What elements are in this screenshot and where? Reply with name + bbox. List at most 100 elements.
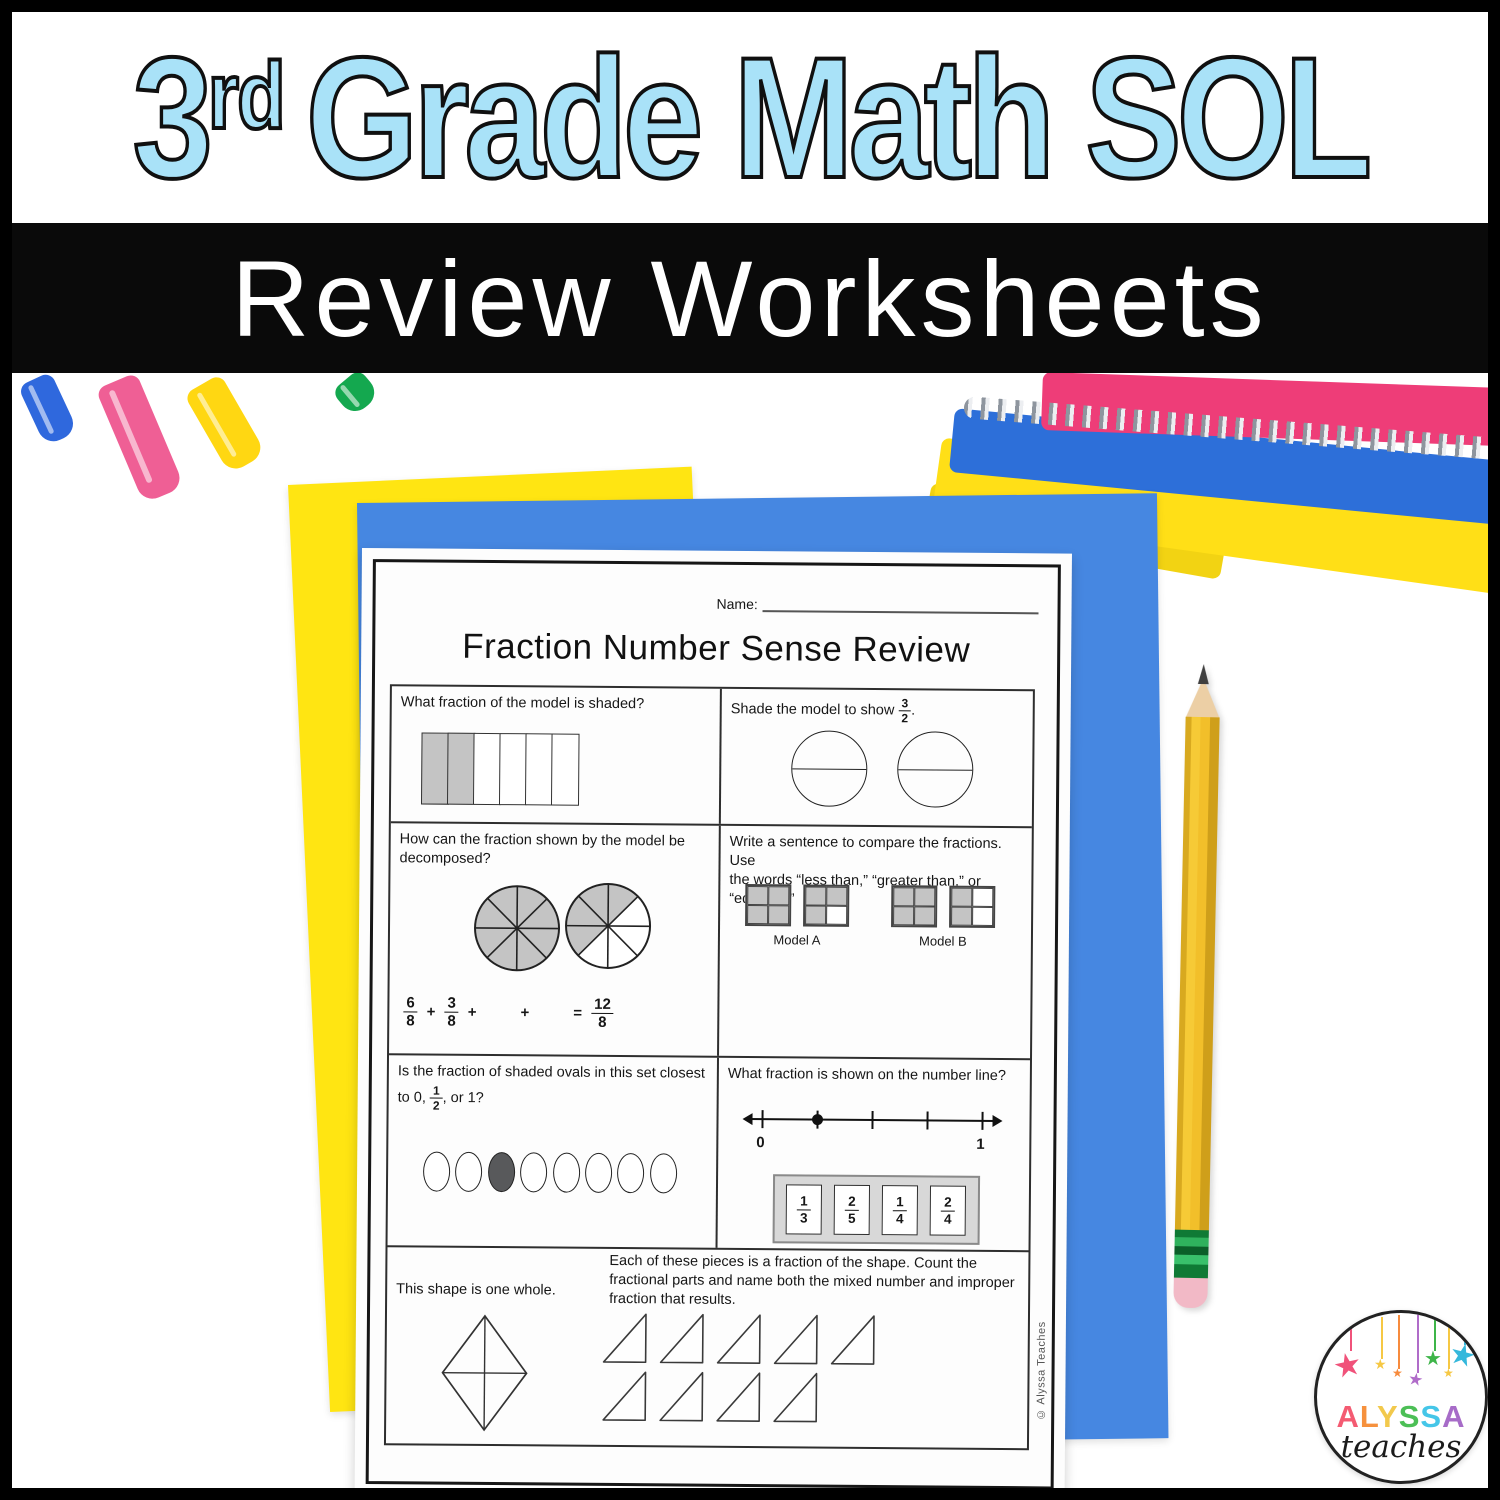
q5-oval-set [422, 1151, 682, 1194]
star-icon: ★ [1392, 1366, 1403, 1380]
grid-row-3: Is the fraction of shaded ovals in this … [387, 1055, 1030, 1253]
oval [617, 1153, 645, 1194]
q5-cell: Is the fraction of shaded ovals in this … [387, 1055, 720, 1248]
star-string [1398, 1315, 1400, 1369]
worksheet-title: Fraction Number Sense Review [462, 626, 971, 670]
pencil-eraser [1173, 1277, 1208, 1309]
name-label: Name: [716, 595, 758, 613]
q7-diamond-whole-shape [441, 1314, 528, 1432]
triangle-piece [773, 1372, 818, 1423]
triangle-piece [773, 1314, 818, 1365]
pencil-lead [1186, 664, 1220, 685]
top-banner: 3rd Grade Math SOL [12, 12, 1488, 223]
marker-cap-green [331, 368, 381, 418]
grid-row-2: How can the fraction shown by the model … [389, 823, 1032, 1061]
logo-name: ALYSSA [1336, 1399, 1466, 1434]
q7-triangle-row-2 [601, 1370, 818, 1424]
star-string [1381, 1317, 1383, 1359]
q1-cell: What fraction of the model is shaded? [390, 686, 722, 824]
q3-pie-partial [565, 882, 652, 969]
subtitle-banner: Review Worksheets [12, 223, 1488, 373]
q7-triangle-row-1 [602, 1312, 876, 1366]
marker-cap-yellow [183, 373, 267, 475]
number-line-one: 1 [976, 1135, 985, 1153]
number-line-zero: 0 [756, 1134, 765, 1152]
q6-cell: What fraction is shown on the number lin… [718, 1058, 1030, 1250]
fraction: 12 8 [591, 996, 614, 1031]
triangle-piece [716, 1314, 761, 1364]
worksheet-page: Name: Fraction Number Sense Review What … [354, 548, 1072, 1488]
oval [584, 1152, 613, 1193]
pencil [1173, 664, 1220, 1309]
oval-shaded [487, 1152, 516, 1193]
cover-subtitle: Review Worksheets [231, 237, 1269, 359]
bar-segment-shaded [420, 732, 450, 805]
star-string [1434, 1317, 1436, 1351]
bar-segment-shaded [446, 732, 476, 805]
star-icon: ★ [1329, 1344, 1366, 1386]
q4-model-a-square-1 [745, 884, 792, 927]
bar-segment [550, 733, 580, 806]
name-row: Name: [717, 594, 1039, 615]
q7-right-text: Each of these pieces is a fraction of th… [609, 1252, 1015, 1308]
bar-segment [472, 732, 502, 806]
q6-number-line [742, 1110, 1003, 1130]
oval [455, 1151, 483, 1192]
model-b-label: Model B [919, 933, 967, 949]
grid-row-4: This shape is one whole. Each of these p… [386, 1247, 1029, 1446]
pencil-ferrule [1173, 1229, 1209, 1279]
oval [552, 1152, 580, 1193]
oval [422, 1151, 451, 1192]
q1-bar-model [420, 732, 580, 806]
cover-title: 3rd Grade Math SOL [131, 19, 1374, 217]
star-icon: ★ [1443, 1366, 1454, 1380]
title-rest: Grade Math SOL [304, 20, 1374, 216]
model-a-label: Model A [773, 932, 821, 948]
q4-model-a-square-2 [803, 884, 850, 927]
marker-cap-pink [95, 372, 185, 504]
q3-cell: How can the fraction shown by the model … [389, 823, 721, 1056]
triangle-piece [830, 1315, 875, 1365]
q7-left-text: This shape is one whole. [396, 1281, 556, 1299]
pencil-body [1174, 716, 1220, 1231]
star-string [1417, 1313, 1419, 1373]
star-icon: ★ [1406, 1368, 1425, 1391]
triangle-piece [602, 1313, 647, 1364]
q3-text: How can the fraction shown by the model … [399, 831, 686, 868]
grid-row-1: What fraction of the model is shaded? Sh… [390, 686, 1033, 829]
q1-text: What fraction of the model is shaded? [400, 694, 645, 713]
grade-suffix: rd [206, 40, 287, 150]
marker-cap-blue [17, 371, 79, 447]
bar-segment [524, 733, 554, 806]
q5-text: Is the fraction of shaded ovals in this … [397, 1063, 706, 1113]
q3-pie-full [474, 885, 561, 972]
q2-circle-model [790, 730, 868, 807]
oval [649, 1153, 677, 1194]
logo-badge: ★ ★ ★ ★ ★ ★ ★ ALYSSA teaches [1314, 1310, 1488, 1484]
star-icon: ★ [1374, 1356, 1387, 1372]
star-icon: ★ [1445, 1336, 1480, 1375]
triangle-piece [716, 1372, 761, 1422]
logo-tagline: teaches [1340, 1429, 1462, 1465]
star-string [1464, 1321, 1466, 1345]
star-string [1448, 1321, 1450, 1369]
oval [520, 1152, 548, 1193]
worksheet-grid: What fraction of the model is shaded? Sh… [383, 684, 1035, 1451]
triangle-piece [659, 1371, 704, 1422]
bar-segment [498, 733, 528, 806]
grade-number: 3 [131, 20, 215, 216]
q4-cell: Write a sentence to compare the fraction… [719, 826, 1032, 1058]
star-string [1350, 1319, 1352, 1351]
copyright-text: © Alyssa Teaches [1035, 1321, 1048, 1421]
